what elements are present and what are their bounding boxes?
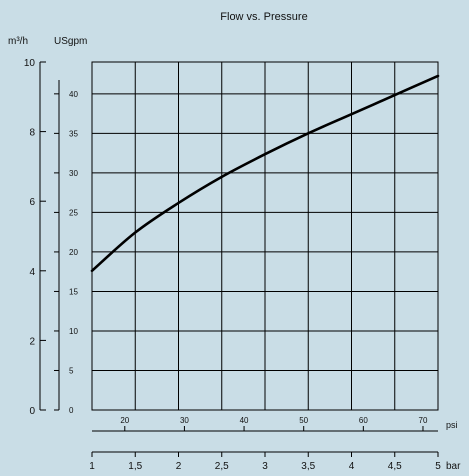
- y-left-tick-label: 6: [29, 197, 35, 208]
- y-inner-unit-label: USgpm: [54, 36, 87, 47]
- y-left-tick-label: 8: [29, 128, 35, 139]
- x-bottom-tick-label: 1,5: [128, 461, 142, 472]
- grid-vertical-lines: [134, 62, 396, 410]
- y-left-unit-label: m³/h: [8, 36, 28, 47]
- x-top-axis: 20 30 40 50 60 70: [92, 416, 438, 432]
- y-inner-tick-label: 0: [69, 406, 74, 415]
- x-bottom-tick-label: 2,5: [215, 461, 229, 472]
- series-group: [90, 74, 440, 273]
- x-top-unit-label: psi: [446, 420, 458, 430]
- x-top-tick-label: 30: [180, 416, 189, 425]
- y-left-tick-label: 10: [24, 58, 36, 69]
- y-left-tick-label: 4: [29, 267, 35, 278]
- y-inner-tick-label: 35: [69, 129, 78, 138]
- x-top-tick-label: 40: [240, 416, 249, 425]
- x-bottom-axis: 1 1,5 2 2,5 3 3,5 4 4,5 5: [89, 451, 441, 472]
- x-bottom-unit-label: bar: [446, 461, 461, 472]
- y-inner-tick-label: 5: [69, 366, 74, 375]
- y-inner-tick-label: 30: [69, 169, 78, 178]
- y-inner-tick-label: 40: [69, 90, 78, 99]
- y-left-tick-label: 2: [29, 336, 35, 347]
- y-inner-tick-label: 20: [69, 248, 78, 257]
- chart-title: Flow vs. Pressure: [220, 11, 307, 23]
- grid-horizontal-lines: [92, 93, 438, 371]
- x-top-tick-label: 70: [419, 416, 428, 425]
- y-inner-axis: 0 5 10 15 20 25 30 35 40: [54, 80, 78, 415]
- x-bottom-tick-label: 4,5: [388, 461, 402, 472]
- x-bottom-tick-label: 2: [176, 461, 182, 472]
- y-inner-tick-label: 25: [69, 208, 78, 217]
- x-bottom-tick-label: 5: [435, 461, 441, 472]
- y-left-axis: 0 2 4 6 8 10: [24, 58, 46, 417]
- x-top-tick-label: 20: [120, 416, 129, 425]
- x-top-tick-label: 60: [359, 416, 368, 425]
- x-top-tick-label: 50: [299, 416, 308, 425]
- x-bottom-tick-label: 3,5: [301, 461, 315, 472]
- y-left-tick-label: 0: [29, 406, 35, 417]
- x-bottom-tick-label: 4: [349, 461, 355, 472]
- series-line: [90, 74, 440, 273]
- y-inner-tick-label: 15: [69, 287, 78, 296]
- x-bottom-tick-label: 3: [262, 461, 268, 472]
- x-bottom-tick-label: 1: [89, 461, 95, 472]
- y-inner-tick-label: 10: [69, 327, 78, 336]
